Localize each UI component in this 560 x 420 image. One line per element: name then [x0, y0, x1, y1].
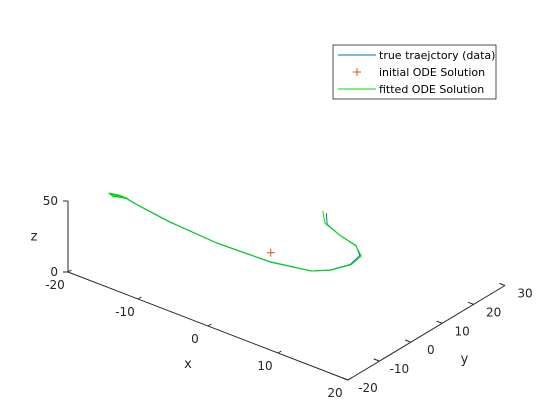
x-tick-label: 10 [257, 359, 272, 373]
x-tick [137, 296, 142, 300]
legend: true traejctory (data) initial ODE Solut… [332, 44, 497, 100]
y-tick [467, 301, 474, 305]
y-axis-label: y [461, 352, 469, 367]
y-tick-label: 0 [427, 343, 435, 357]
y-axis-line [347, 285, 506, 381]
y-tick [342, 377, 349, 381]
z-tick-label: 50 [43, 194, 58, 208]
x-axis-label: x [184, 357, 192, 372]
legend-plus-marker [353, 68, 361, 76]
y-tick-label: 10 [455, 324, 470, 338]
series-line-0 [108, 192, 361, 272]
y-tick-label: -20 [358, 381, 378, 395]
x-tick [277, 350, 282, 354]
y-tick [436, 320, 443, 324]
legend-swatch-initial [353, 68, 361, 76]
z-tick-label: 0 [50, 265, 58, 279]
x-tick [67, 269, 72, 273]
series-layer [108, 192, 362, 272]
x-tick-label: 0 [191, 332, 199, 346]
data-point-1 [266, 248, 275, 257]
y-tick [405, 339, 411, 343]
y-tick-label: 30 [517, 287, 532, 301]
series-line-2 [108, 192, 362, 272]
x-tick [207, 323, 212, 327]
z-axis-label: z [31, 230, 38, 245]
y-tick-label: -10 [390, 362, 410, 376]
legend-entry-true: true traejctory (data) [379, 49, 495, 62]
x-tick-label: -20 [45, 278, 65, 292]
legend-entry-fitted: fitted ODE Solution [379, 83, 484, 96]
x-tick-label: 20 [327, 386, 342, 400]
y-tick [499, 282, 506, 286]
legend-entry-initial: initial ODE Solution [379, 66, 485, 79]
y-tick-label: 20 [486, 305, 501, 319]
y-tick [373, 358, 380, 362]
axis-ticks: -20 -10 0 10 20 -20 -10 0 10 20 30 0 50 [43, 194, 533, 400]
x-tick-label: -10 [115, 305, 135, 319]
x-tick [347, 377, 352, 381]
